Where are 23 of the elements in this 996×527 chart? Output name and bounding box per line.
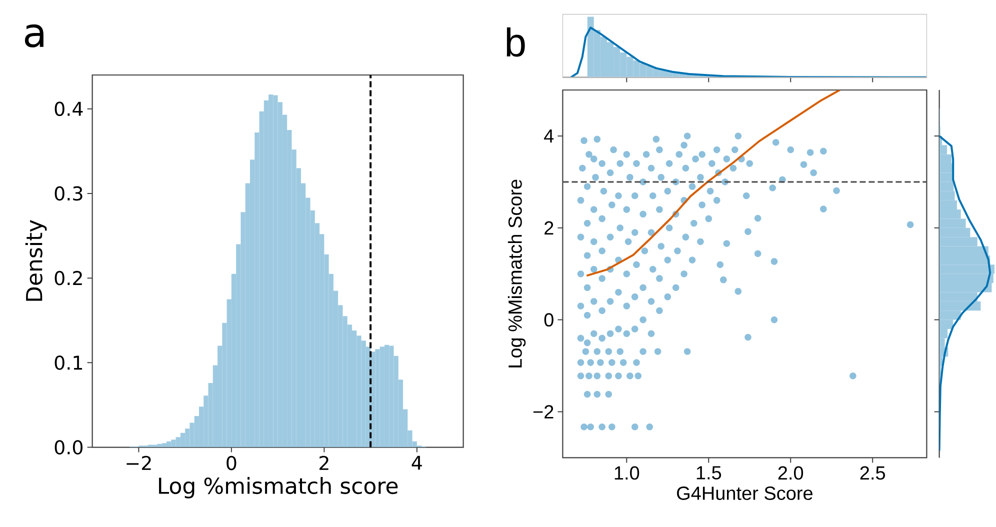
x-axis-title: Log %mismatch score [159,477,398,498]
y-tick-label: 2 [544,221,554,235]
x-tick-label: 2.0 [778,466,804,480]
y-tick-label: −2 [533,405,554,418]
x-tick-label: 1.5 [696,466,722,480]
chart-title: a [24,24,44,48]
y-tick-label: 0.4 [54,102,83,116]
x-axis-title: G4Hunter Score [677,486,812,500]
y-tick-label: 0.0 [54,440,83,454]
x-tick-label: 1.0 [614,466,640,480]
y-axis-title: Density [25,220,47,301]
y-axis-title: Log %Mismatch Score [508,180,526,368]
x-tick-label: 4 [412,456,422,470]
x-tick-label: 2 [320,456,328,470]
y-tick-label: 0.3 [54,186,82,201]
y-tick-label: 4 [544,129,554,143]
x-tick-label: 2.5 [860,466,885,480]
y-tick-label: 0 [544,313,554,327]
x-tick-label: 0 [226,456,236,470]
x-tick-label: −2 [126,456,151,470]
chart-title: b [506,27,525,57]
y-tick-label: 0.2 [54,270,82,286]
y-tick-label: 0.1 [54,356,82,370]
